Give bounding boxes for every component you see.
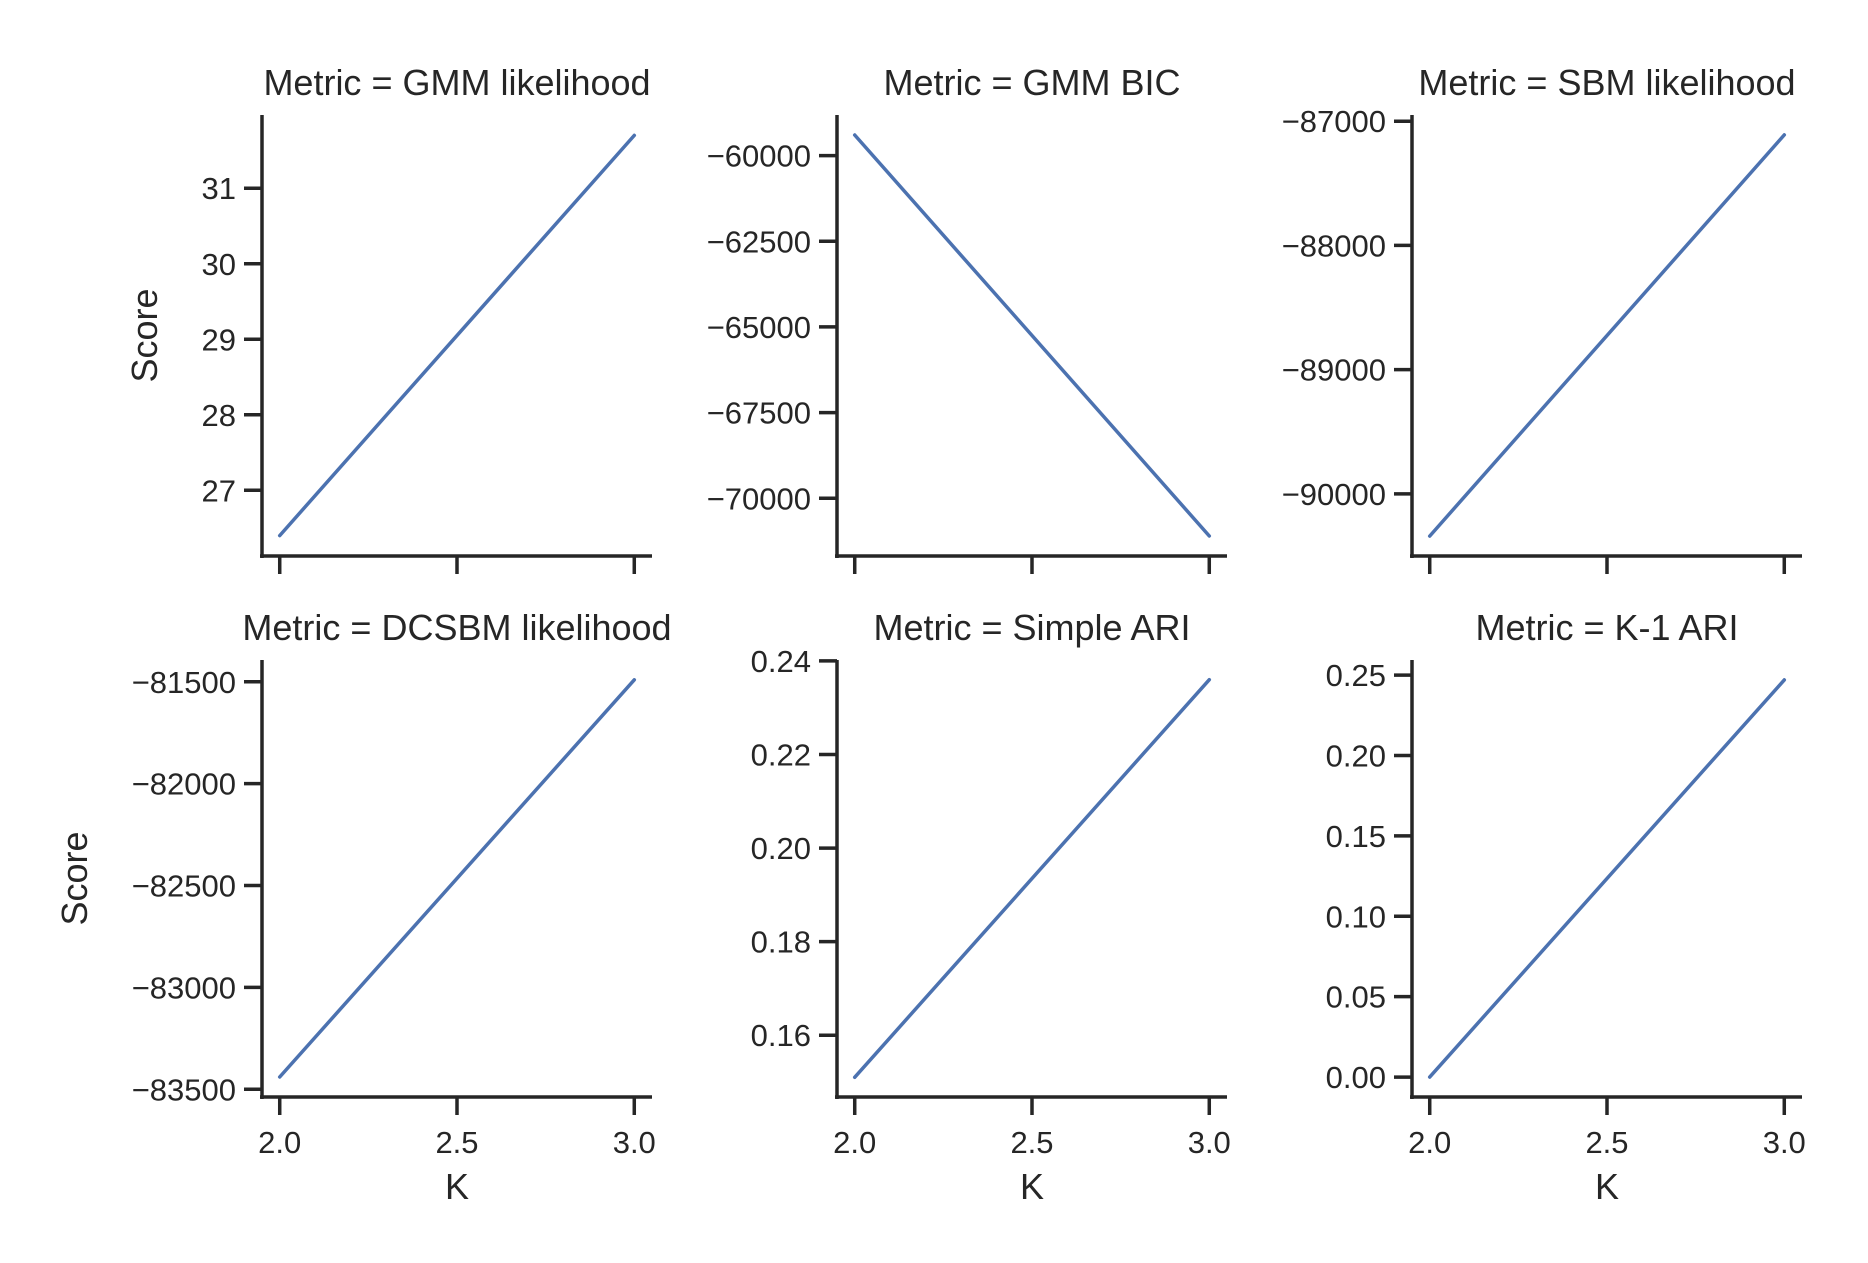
x-axis-label: K bbox=[1595, 1166, 1619, 1207]
x-tick-label: 3.0 bbox=[613, 1125, 656, 1160]
y-tick-label: −60000 bbox=[707, 139, 811, 174]
x-tick-label: 3.0 bbox=[1188, 1125, 1231, 1160]
y-tick-label: 31 bbox=[202, 171, 236, 206]
x-tick-label: 2.5 bbox=[1585, 1125, 1628, 1160]
y-tick-label: 0.15 bbox=[1326, 819, 1386, 854]
chart-panels: Metric = GMM likelihood2728293031ScoreMe… bbox=[54, 62, 1806, 1207]
y-tick-label: −83500 bbox=[132, 1072, 236, 1107]
y-tick-label: −83000 bbox=[132, 970, 236, 1005]
x-axis-label: K bbox=[1020, 1166, 1044, 1207]
panel-title: Metric = GMM BIC bbox=[883, 62, 1180, 103]
y-tick-label: 0.22 bbox=[751, 738, 811, 773]
y-tick-label: 0.00 bbox=[1326, 1060, 1386, 1095]
series-line bbox=[277, 678, 637, 1079]
panel-title: Metric = GMM likelihood bbox=[263, 62, 650, 103]
y-tick-label: −90000 bbox=[1282, 477, 1386, 512]
y-tick-label: −82500 bbox=[132, 869, 236, 904]
y-tick-label: −62500 bbox=[707, 224, 811, 259]
y-tick-label: 30 bbox=[202, 247, 236, 282]
y-tick-label: 0.20 bbox=[751, 831, 811, 866]
y-tick-label: 0.10 bbox=[1326, 899, 1386, 934]
panel-sbm-likelihood: Metric = SBM likelihood −90000 −89000 −8800… bbox=[1282, 62, 1802, 574]
series-line bbox=[852, 677, 1212, 1080]
y-tick-label: 0.05 bbox=[1326, 980, 1386, 1015]
y-tick-label: 0.20 bbox=[1326, 739, 1386, 774]
x-tick-label: 2.0 bbox=[1408, 1125, 1451, 1160]
y-tick-label: 27 bbox=[202, 473, 236, 508]
panel-simple-ari: Metric = Simple ARI 0.16 0.18 0.20 0.22 0.24 2… bbox=[751, 607, 1231, 1207]
x-tick-label: 2.5 bbox=[435, 1125, 478, 1160]
series-line bbox=[277, 133, 637, 538]
y-tick-label: −70000 bbox=[707, 481, 811, 516]
y-tick-label: 29 bbox=[202, 322, 236, 357]
x-axis-label: K bbox=[445, 1166, 469, 1207]
y-axis-label: Score bbox=[124, 288, 165, 382]
y-tick-label: −87000 bbox=[1282, 104, 1386, 139]
y-axis-label: Score bbox=[54, 831, 95, 925]
y-tick-label: 0.25 bbox=[1326, 658, 1386, 693]
series-line bbox=[1427, 678, 1787, 1079]
panel-gmm-bic: Metric = GMM BIC −70000 −67500 −65000 −62500… bbox=[707, 62, 1227, 574]
panel-title: Metric = K-1 ARI bbox=[1475, 607, 1738, 648]
x-tick-label: 2.0 bbox=[258, 1125, 301, 1160]
y-tick-label: 28 bbox=[202, 398, 236, 433]
y-tick-label: −81500 bbox=[132, 665, 236, 700]
panel-title: Metric = Simple ARI bbox=[873, 607, 1190, 648]
y-tick-label: −82000 bbox=[132, 767, 236, 802]
y-tick-label: 0.16 bbox=[751, 1018, 811, 1053]
y-tick-label: −89000 bbox=[1282, 353, 1386, 388]
x-tick-label: 2.5 bbox=[1010, 1125, 1053, 1160]
panel-title: Metric = DCSBM likelihood bbox=[242, 607, 671, 648]
y-tick-label: −67500 bbox=[707, 396, 811, 431]
y-tick-label: −65000 bbox=[707, 310, 811, 345]
panel-title: Metric = SBM likelihood bbox=[1418, 62, 1795, 103]
x-tick-label: 2.0 bbox=[833, 1125, 876, 1160]
series-line bbox=[1427, 133, 1787, 538]
y-tick-label: 0.18 bbox=[751, 925, 811, 960]
panel-dcsbm-likelihood: Metric = DCSBM likelihood −83500 −83000 −82… bbox=[54, 607, 672, 1207]
x-tick-label: 3.0 bbox=[1763, 1125, 1806, 1160]
y-tick-label: 0.24 bbox=[751, 644, 811, 679]
panel-gmm-likelihood: Metric = GMM likelihood 27 28 29 30 31 Score bbox=[124, 62, 652, 574]
y-tick-label: −88000 bbox=[1282, 228, 1386, 263]
panel-k-1-ari: Metric = K-1 ARI 0.00 0.05 0.10 0.15 0.20 0.25… bbox=[1326, 607, 1806, 1207]
series-line bbox=[852, 133, 1212, 538]
